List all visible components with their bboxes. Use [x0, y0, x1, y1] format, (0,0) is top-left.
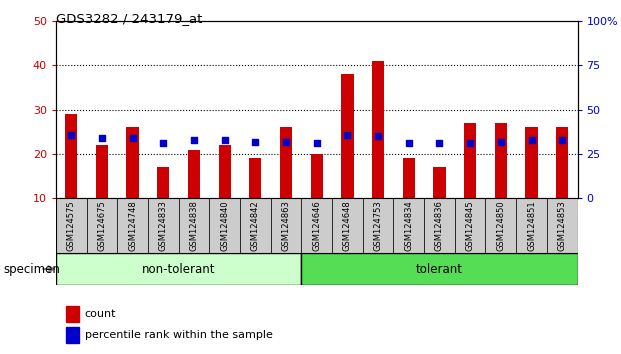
Text: GSM124753: GSM124753: [374, 200, 383, 251]
Bar: [486, 198, 516, 253]
Text: GSM124834: GSM124834: [404, 200, 413, 251]
Bar: [556, 127, 568, 198]
Text: GSM124575: GSM124575: [66, 200, 76, 251]
Bar: [301, 198, 332, 253]
Bar: [424, 198, 455, 253]
Bar: [188, 149, 200, 198]
Bar: [209, 198, 240, 253]
Text: tolerant: tolerant: [416, 263, 463, 275]
Bar: [342, 74, 353, 198]
Text: count: count: [84, 309, 116, 319]
Point: [342, 132, 352, 137]
Text: GSM124853: GSM124853: [558, 200, 567, 251]
Bar: [65, 114, 78, 198]
Bar: [127, 127, 138, 198]
Bar: [66, 327, 79, 343]
Point: [312, 141, 322, 146]
Bar: [148, 198, 179, 253]
Text: GSM124850: GSM124850: [496, 200, 505, 251]
Text: GSM124836: GSM124836: [435, 200, 444, 251]
Bar: [96, 145, 108, 198]
Text: GSM124748: GSM124748: [128, 200, 137, 251]
Bar: [240, 198, 271, 253]
Point: [557, 137, 567, 143]
Bar: [249, 159, 261, 198]
Text: GSM124845: GSM124845: [466, 200, 474, 251]
Bar: [56, 253, 301, 285]
Text: GSM124675: GSM124675: [97, 200, 106, 251]
Text: GSM124833: GSM124833: [159, 200, 168, 251]
Point: [435, 141, 445, 146]
Bar: [455, 198, 486, 253]
Bar: [66, 306, 79, 321]
Text: GSM124648: GSM124648: [343, 200, 352, 251]
Point: [158, 141, 168, 146]
Point: [66, 132, 76, 137]
Bar: [363, 198, 394, 253]
Bar: [372, 61, 384, 198]
Text: GSM124851: GSM124851: [527, 200, 536, 251]
Text: GSM124838: GSM124838: [189, 200, 199, 251]
Point: [465, 141, 475, 146]
Text: specimen: specimen: [3, 263, 60, 276]
Bar: [117, 198, 148, 253]
Bar: [219, 145, 231, 198]
Bar: [332, 198, 363, 253]
Bar: [310, 154, 323, 198]
Point: [373, 133, 383, 139]
Bar: [495, 123, 507, 198]
Bar: [179, 198, 209, 253]
Text: GSM124842: GSM124842: [251, 200, 260, 251]
Bar: [271, 198, 301, 253]
Point: [128, 135, 138, 141]
Text: GSM124863: GSM124863: [281, 200, 291, 251]
Bar: [157, 167, 170, 198]
Bar: [516, 198, 547, 253]
Text: percentile rank within the sample: percentile rank within the sample: [84, 330, 273, 340]
Point: [97, 135, 107, 141]
Bar: [402, 159, 415, 198]
Bar: [525, 127, 538, 198]
Text: GSM124840: GSM124840: [220, 200, 229, 251]
Point: [220, 137, 230, 143]
Point: [189, 137, 199, 143]
Bar: [280, 127, 292, 198]
Bar: [547, 198, 578, 253]
Point: [404, 141, 414, 146]
Point: [250, 139, 260, 144]
Point: [527, 137, 537, 143]
Point: [496, 139, 505, 144]
Text: GDS3282 / 243179_at: GDS3282 / 243179_at: [56, 12, 202, 25]
Bar: [56, 198, 86, 253]
Point: [281, 139, 291, 144]
Bar: [301, 253, 578, 285]
Bar: [86, 198, 117, 253]
Bar: [464, 123, 476, 198]
Bar: [394, 198, 424, 253]
Bar: [433, 167, 446, 198]
Text: GSM124646: GSM124646: [312, 200, 321, 251]
Text: non-tolerant: non-tolerant: [142, 263, 215, 275]
